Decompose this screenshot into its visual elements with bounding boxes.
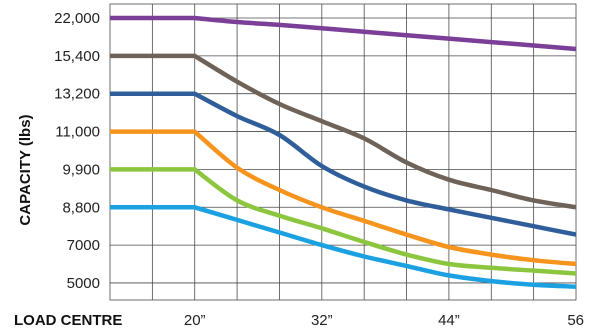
y-tick-label: 13,200	[54, 86, 100, 103]
y-tick-label: 7000	[67, 237, 100, 254]
series-line-5	[110, 167, 577, 276]
x-tick-label: 32”	[311, 312, 333, 329]
series-line-3	[110, 91, 577, 237]
y-tick-label: 15,400	[54, 48, 100, 65]
x-tick-label: 20”	[184, 312, 206, 329]
y-tick-labels: 22,000 15,400 13,200 11,000 9,900 8,800 7000 50…	[54, 10, 100, 292]
y-tick-label: 8,800	[62, 199, 100, 216]
x-axis-title: LOAD CENTRE	[14, 312, 122, 329]
y-axis-title: CAPACITY (lbs)	[17, 114, 34, 225]
series-line-4	[110, 129, 577, 267]
y-tick-label: 22,000	[54, 10, 100, 27]
x-tick-label: 56	[567, 312, 584, 329]
y-tick-label: 5000	[67, 275, 100, 292]
series-line-6	[110, 205, 577, 289]
series-line-2	[110, 53, 577, 210]
y-tick-label: 11,000	[55, 124, 100, 141]
series-lines	[110, 15, 577, 289]
series-line-1	[110, 15, 577, 52]
y-tick-label: 9,900	[62, 161, 100, 178]
plot-frame	[109, 3, 577, 301]
x-tick-labels: 20” 32” 44” 56	[184, 312, 584, 329]
x-tick-label: 44”	[438, 312, 460, 329]
